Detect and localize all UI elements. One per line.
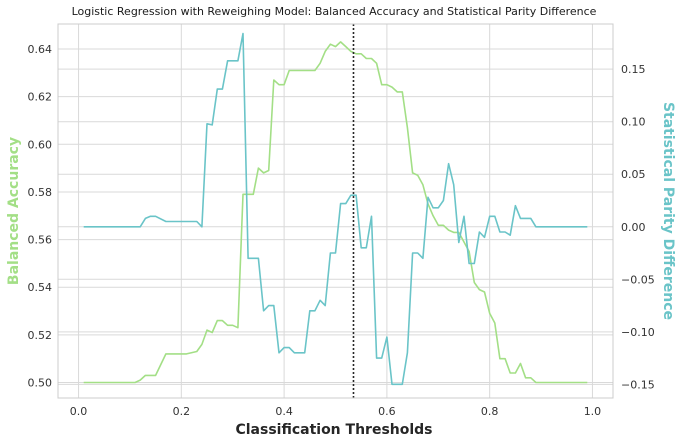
x-axis-ticks: 0.0 0.2 0.4 0.6 0.8 1.0 [70,405,601,418]
y-right-axis-label: Statistical Parity Difference [660,102,676,320]
y-right-tick-label: 0.15 [621,63,646,76]
y-right-tick-label: 0.00 [621,221,646,234]
grid-lines [58,24,613,398]
x-tick-label: 0.4 [275,405,293,418]
plot-frame [57,23,614,399]
y-left-axis-ticks: 0.50 0.52 0.54 0.56 0.58 0.60 0.62 0.64 [28,43,53,390]
y-left-tick-label: 0.54 [28,281,53,294]
x-tick-label: 0.2 [173,405,191,418]
y-right-axis-ticks: −0.15 −0.10 −0.05 0.00 0.05 0.10 0.15 [621,63,655,391]
series-layer [83,32,588,386]
plot-background [58,24,613,398]
y-right-tick-label: −0.15 [621,378,655,391]
x-axis-label: Classification Thresholds [235,422,432,438]
y-left-tick-label: 0.56 [28,234,53,247]
y-left-tick-label: 0.64 [28,43,53,56]
y-left-tick-label: 0.60 [28,138,53,151]
y-right-tick-label: −0.10 [621,326,655,339]
y-right-tick-label: −0.05 [621,273,655,286]
x-tick-label: 0.8 [481,405,499,418]
statistical-parity-line [83,32,588,386]
y-left-tick-label: 0.50 [28,377,53,390]
x-tick-label: 0.6 [378,405,396,418]
balanced-accuracy-line [83,41,588,384]
x-tick-label: 0.0 [70,405,88,418]
x-tick-label: 1.0 [584,405,602,418]
y-right-tick-label: 0.10 [621,116,646,129]
y-left-tick-label: 0.52 [28,329,53,342]
y-left-tick-label: 0.58 [28,186,53,199]
chart-title: Logistic Regression with Reweighing Mode… [72,5,597,18]
y-left-tick-label: 0.62 [28,91,53,104]
y-left-axis-label: Balanced Accuracy [6,137,22,285]
y-right-tick-label: 0.05 [621,168,646,181]
